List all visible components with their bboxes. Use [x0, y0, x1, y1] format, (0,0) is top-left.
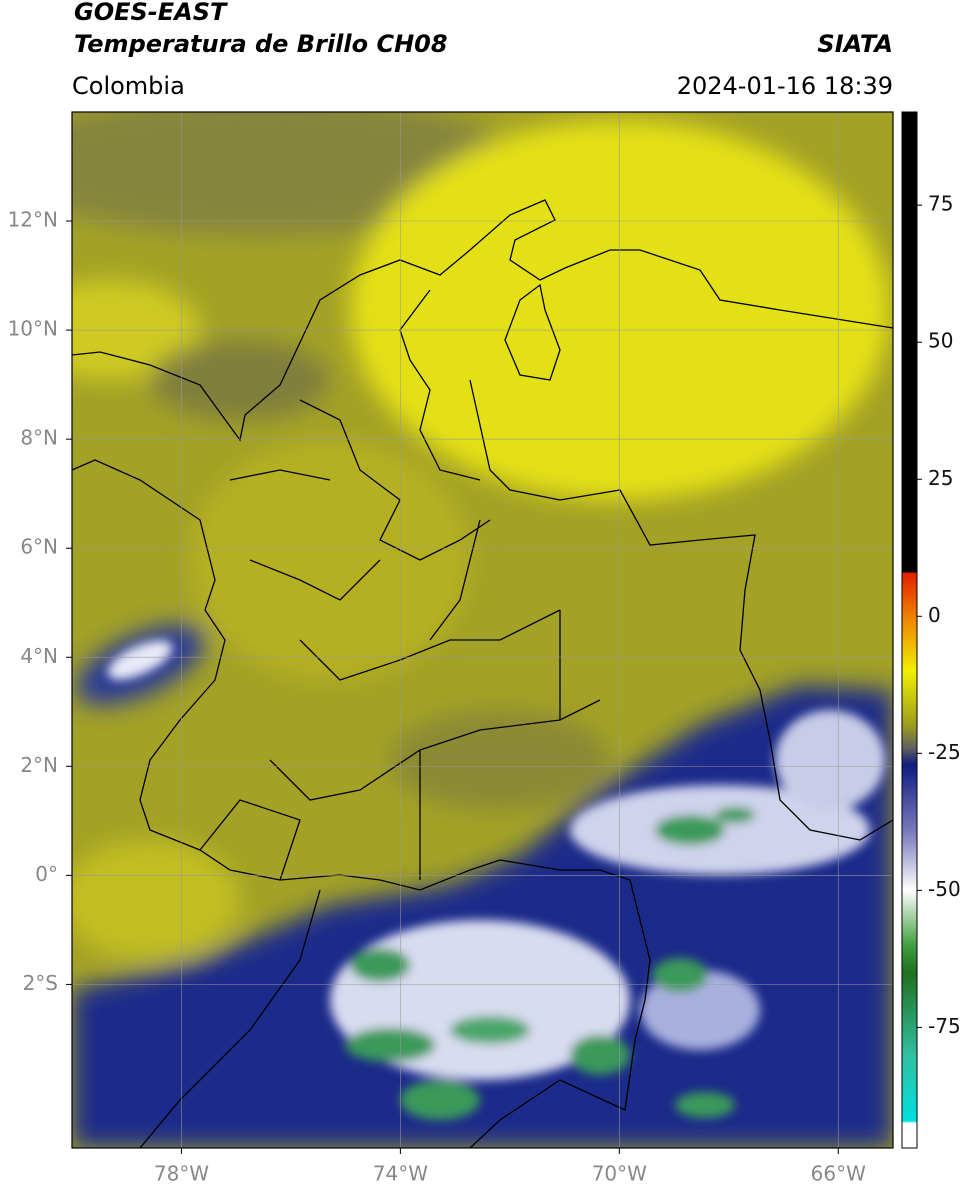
x-tick-label: 70°W — [592, 1162, 647, 1186]
y-tick-label: 8°N — [20, 426, 58, 450]
colorbar-tick-label: 50 — [928, 329, 953, 353]
map-frame — [71, 111, 894, 1149]
colorbar-tick-label: 25 — [928, 466, 953, 490]
colorbar-tick-label: -25 — [928, 740, 961, 764]
colorbar-tick-label: 0 — [928, 603, 941, 627]
subtitle: Temperatura de Brillo CH08 — [74, 30, 448, 58]
y-tick-label: 0° — [35, 862, 58, 886]
colorbar-tick-label: 75 — [928, 192, 953, 216]
y-tick-label: 2°S — [23, 971, 58, 995]
y-tick-label: 2°N — [20, 753, 58, 777]
x-tick-label: 66°W — [811, 1162, 866, 1186]
y-tick-label: 12°N — [8, 208, 58, 232]
y-tick-label: 10°N — [8, 317, 58, 341]
y-tick-label: 4°N — [20, 644, 58, 668]
colorbar — [901, 111, 918, 1149]
datetime: 2024-01-16 18:39 — [677, 72, 893, 100]
source: SIATA — [817, 30, 893, 58]
title: GOES-EAST — [74, 0, 228, 26]
x-tick-label: 78°W — [154, 1162, 209, 1186]
colorbar-tick-label: -75 — [928, 1014, 961, 1038]
y-tick-label: 6°N — [20, 535, 58, 559]
x-tick-label: 74°W — [373, 1162, 428, 1186]
satellite-image — [72, 112, 893, 1148]
region: Colombia — [72, 72, 185, 100]
colorbar-tick-label: -50 — [928, 877, 961, 901]
